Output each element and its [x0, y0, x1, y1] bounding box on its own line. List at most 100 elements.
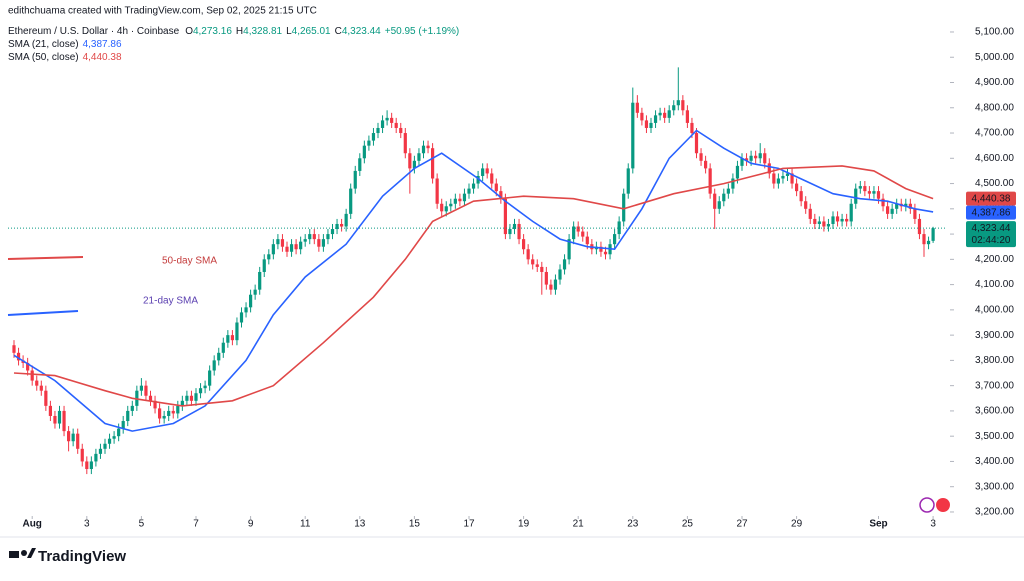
candle-body [53, 415, 57, 424]
candle-body [845, 218, 849, 222]
brand: TradingView [38, 548, 126, 565]
y-tick-label: 3,900.00 [975, 330, 1014, 341]
candle-body [485, 168, 489, 174]
candle-body [371, 133, 376, 141]
candle-body [189, 395, 194, 401]
candle-body [690, 122, 694, 134]
candle-body [908, 203, 912, 209]
candle-body [249, 294, 253, 308]
candle-body [176, 405, 180, 414]
candle-body [858, 186, 862, 189]
candle-body [785, 173, 790, 176]
candle-body [317, 239, 321, 247]
candle-body [326, 234, 330, 240]
candle-body [312, 234, 316, 240]
candle-body [890, 208, 894, 214]
candle-body [453, 198, 457, 204]
x-tick-label: 7 [193, 519, 199, 530]
candle-body [731, 178, 735, 189]
candle-body [676, 100, 680, 106]
x-tick-label: 5 [139, 519, 145, 530]
candle-body [203, 385, 207, 389]
legend-item: SMA (50, close) 4,440.38 [8, 52, 122, 63]
credit: edithchuama created with TradingView.com… [8, 6, 317, 17]
candle-body [431, 148, 435, 179]
legend-name: SMA (21, close) [8, 39, 79, 50]
candle-body [776, 178, 780, 184]
candle-body [153, 400, 157, 409]
candle-body [221, 342, 225, 353]
y-tick-label: 3,600.00 [975, 406, 1014, 417]
candle-body [235, 322, 239, 341]
x-tick-label: 13 [354, 519, 366, 530]
candle-body [904, 203, 908, 207]
candle-body [121, 421, 125, 429]
y-tick-label: 3,500.00 [975, 431, 1014, 442]
candle-body [344, 213, 348, 227]
icons [919, 497, 950, 513]
candle-body [89, 461, 93, 470]
candle-body [685, 110, 689, 123]
candle-body [217, 352, 221, 361]
y-tick-label: 3,400.00 [975, 456, 1014, 467]
annotation: 50-day SMA [162, 256, 217, 267]
y-tick-label: 3,300.00 [975, 481, 1014, 492]
candle-body [126, 410, 130, 422]
candle-body [649, 122, 653, 128]
y-tick-label: 4,800.00 [975, 102, 1014, 113]
candle-body [476, 175, 480, 184]
candle-body [12, 345, 16, 353]
candle-body [763, 153, 767, 164]
candle-body [185, 395, 189, 401]
countdown: 02:44:20 [972, 235, 1011, 246]
candle-body [162, 415, 166, 419]
candle-body [772, 173, 776, 184]
candle-body [667, 110, 671, 118]
candle-body [80, 448, 84, 462]
candle-body [226, 335, 230, 343]
y-tick-label: 4,700.00 [975, 128, 1014, 139]
candle-body [167, 410, 171, 416]
candle-body [458, 198, 462, 202]
candle-body [631, 102, 635, 169]
candle-body [872, 191, 876, 194]
candle-body [180, 400, 184, 406]
candle-body [854, 188, 858, 204]
candle-body [76, 433, 80, 449]
candle-body [922, 234, 926, 245]
y-tick-label: 4,500.00 [975, 178, 1014, 189]
sma-price-label: 4,387.86 [972, 207, 1011, 218]
x-tick-label: 21 [573, 519, 585, 530]
legend-item: SMA (21, close) 4,387.86 [8, 39, 122, 50]
x-tick-label: 17 [463, 519, 475, 530]
candle-body [576, 226, 580, 232]
ohlc-key: L [286, 26, 292, 37]
candle-body [585, 236, 589, 245]
candle-body [30, 370, 34, 381]
candle-body [208, 370, 212, 386]
candle-body [535, 264, 539, 267]
candle-body [308, 234, 312, 240]
candle-body [417, 153, 421, 161]
candle-body [380, 120, 385, 128]
y-tick-label: 3,200.00 [975, 507, 1014, 518]
candle-body [508, 229, 512, 235]
candle-body [540, 266, 544, 272]
ohlc-value: 4,328.81 [243, 26, 282, 37]
candle-body [713, 193, 717, 209]
x-tick-label: 23 [627, 519, 639, 530]
candle-body [704, 160, 708, 169]
candle-body [644, 120, 649, 128]
candle-body [230, 335, 234, 341]
candle-body [549, 284, 553, 290]
candle-body [558, 269, 562, 280]
candle-body [71, 433, 75, 442]
candle-body [367, 140, 371, 146]
candle-body [253, 289, 257, 295]
y-tick-label: 3,700.00 [975, 380, 1014, 391]
x-tick-label: 3 [930, 519, 936, 530]
candle-body [795, 183, 799, 192]
candle-body [749, 155, 753, 161]
sma-price-label-box [966, 191, 1016, 206]
